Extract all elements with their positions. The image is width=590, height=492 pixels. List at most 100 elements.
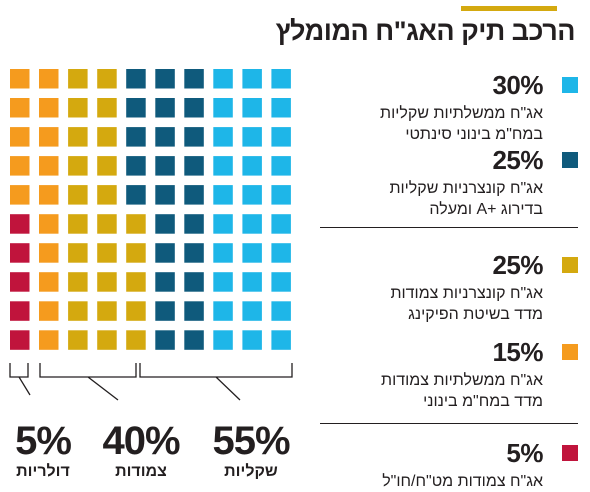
legend-divider [320, 227, 578, 228]
waffle-cell-corp_aplus [126, 98, 146, 118]
waffle-cell-corp_cpi [68, 185, 88, 205]
waffle-cell-gov_synthetic [213, 272, 233, 292]
group-percent: 5% [15, 419, 72, 463]
waffle-cell-gov_cpi [10, 127, 30, 147]
legend-description: אג"ח צמודות מט"ח/חו"ל [382, 471, 543, 492]
legend-percent: 15% [492, 337, 543, 367]
group-total-cpi: 40% צמודות [86, 420, 196, 482]
waffle-cell-gov_synthetic [271, 272, 291, 292]
legend-line: במח"מ בינוני סינתטי [405, 126, 543, 143]
waffle-cell-gov_synthetic [213, 330, 233, 350]
waffle-cell-corp_cpi [97, 156, 117, 176]
legend-swatch [562, 344, 578, 360]
bracket-shekel [139, 363, 293, 401]
waffle-cell-corp_cpi [126, 214, 146, 234]
waffle-cell-corp_cpi [97, 243, 117, 263]
waffle-cell-gov_synthetic [242, 330, 262, 350]
waffle-cell-corp_cpi [68, 127, 88, 147]
waffle-cell-corp_cpi [68, 330, 88, 350]
waffle-cell-corp_aplus [155, 301, 175, 321]
legend-description: אג"ח ממשלתיות שקליות במח"מ בינוני סינתטי [380, 103, 543, 145]
waffle-cell-corp_aplus [155, 243, 175, 263]
waffle-cell-gov_synthetic [213, 185, 233, 205]
waffle-cell-gov_synthetic [271, 98, 291, 118]
waffle-cell-corp_aplus [184, 69, 204, 89]
waffle-cell-gov_cpi [39, 243, 59, 263]
waffle-cell-corp_aplus [155, 127, 175, 147]
waffle-cell-corp_aplus [184, 272, 204, 292]
legend-line: אג"ח ממשלתיות צמודות [381, 372, 543, 389]
chart-title: הרכב תיק האג"ח המומלץ [275, 16, 576, 46]
legend-line: מדד במח"מ בינוני [423, 393, 543, 410]
waffle-cell-corp_cpi [68, 301, 88, 321]
waffle-cell-usd [10, 214, 30, 234]
waffle-cell-gov_synthetic [242, 185, 262, 205]
waffle-cell-corp_cpi [97, 98, 117, 118]
waffle-cell-corp_aplus [155, 330, 175, 350]
waffle-cell-corp_cpi [97, 127, 117, 147]
waffle-cell-gov_synthetic [213, 214, 233, 234]
legend-description: אג"ח ממשלתיות צמודות מדד במח"מ בינוני [381, 370, 543, 412]
waffle-cell-gov_synthetic [242, 272, 262, 292]
waffle-cell-corp_cpi [68, 272, 88, 292]
waffle-cell-gov_synthetic [242, 156, 262, 176]
group-total-usd: 5% דולריות [0, 420, 98, 482]
waffle-cell-corp_cpi [126, 243, 146, 263]
waffle-cell-gov_cpi [39, 127, 59, 147]
legend-swatch [562, 77, 578, 93]
waffle-cell-gov_synthetic [242, 127, 262, 147]
waffle-cell-corp_cpi [97, 301, 117, 321]
legend-swatch [562, 445, 578, 461]
waffle-cell-corp_aplus [155, 214, 175, 234]
legend-line: מדד בשיטת הפיקינג [408, 306, 543, 323]
legend-percent: 25% [492, 145, 543, 175]
waffle-cell-corp_cpi [68, 69, 88, 89]
waffle-cell-gov_cpi [39, 214, 59, 234]
waffle-cell-gov_synthetic [271, 243, 291, 263]
waffle-cell-usd [10, 301, 30, 321]
waffle-cell-corp_cpi [97, 214, 117, 234]
waffle-cell-gov_synthetic [242, 214, 262, 234]
group-percent: 40% [102, 419, 180, 463]
group-total-shekel: 55% שקליות [196, 420, 306, 482]
waffle-cell-usd [10, 272, 30, 292]
legend-percent: 30% [492, 70, 543, 100]
waffle-cell-corp_cpi [68, 243, 88, 263]
group-label: שקליות [224, 463, 278, 480]
waffle-cell-corp_aplus [184, 214, 204, 234]
waffle-cell-corp_aplus [184, 127, 204, 147]
waffle-cell-gov_synthetic [271, 330, 291, 350]
waffle-cell-corp_aplus [126, 185, 146, 205]
waffle-cell-corp_aplus [126, 69, 146, 89]
waffle-cell-corp_cpi [97, 185, 117, 205]
waffle-cell-gov_cpi [10, 156, 30, 176]
waffle-cell-corp_cpi [97, 272, 117, 292]
waffle-cell-gov_cpi [39, 301, 59, 321]
group-label: צמודות [115, 463, 167, 480]
legend-percent: 5% [506, 438, 543, 468]
group-brackets [9, 363, 293, 401]
waffle-cell-gov_synthetic [213, 127, 233, 147]
waffle-cell-gov_synthetic [242, 243, 262, 263]
waffle-cell-corp_aplus [155, 156, 175, 176]
waffle-cell-corp_cpi [97, 69, 117, 89]
waffle-cell-corp_cpi [68, 98, 88, 118]
waffle-cell-gov_cpi [39, 330, 59, 350]
waffle-cell-corp_aplus [184, 243, 204, 263]
waffle-cell-corp_aplus [184, 330, 204, 350]
waffle-cell-corp_cpi [126, 330, 146, 350]
waffle-cell-corp_cpi [97, 330, 117, 350]
waffle-cell-gov_synthetic [271, 185, 291, 205]
waffle-cell-gov_synthetic [271, 69, 291, 89]
legend-swatch [562, 257, 578, 273]
waffle-cell-gov_synthetic [242, 69, 262, 89]
group-label: דולריות [16, 463, 70, 480]
group-percent: 55% [212, 419, 290, 463]
waffle-cell-corp_aplus [184, 156, 204, 176]
legend-line: אג"ח ממשלתיות שקליות [380, 105, 543, 122]
waffle-cell-corp_aplus [184, 98, 204, 118]
waffle-cell-gov_synthetic [271, 301, 291, 321]
waffle-cell-corp_aplus [184, 301, 204, 321]
waffle-cell-gov_synthetic [271, 127, 291, 147]
waffle-cell-corp_aplus [155, 185, 175, 205]
